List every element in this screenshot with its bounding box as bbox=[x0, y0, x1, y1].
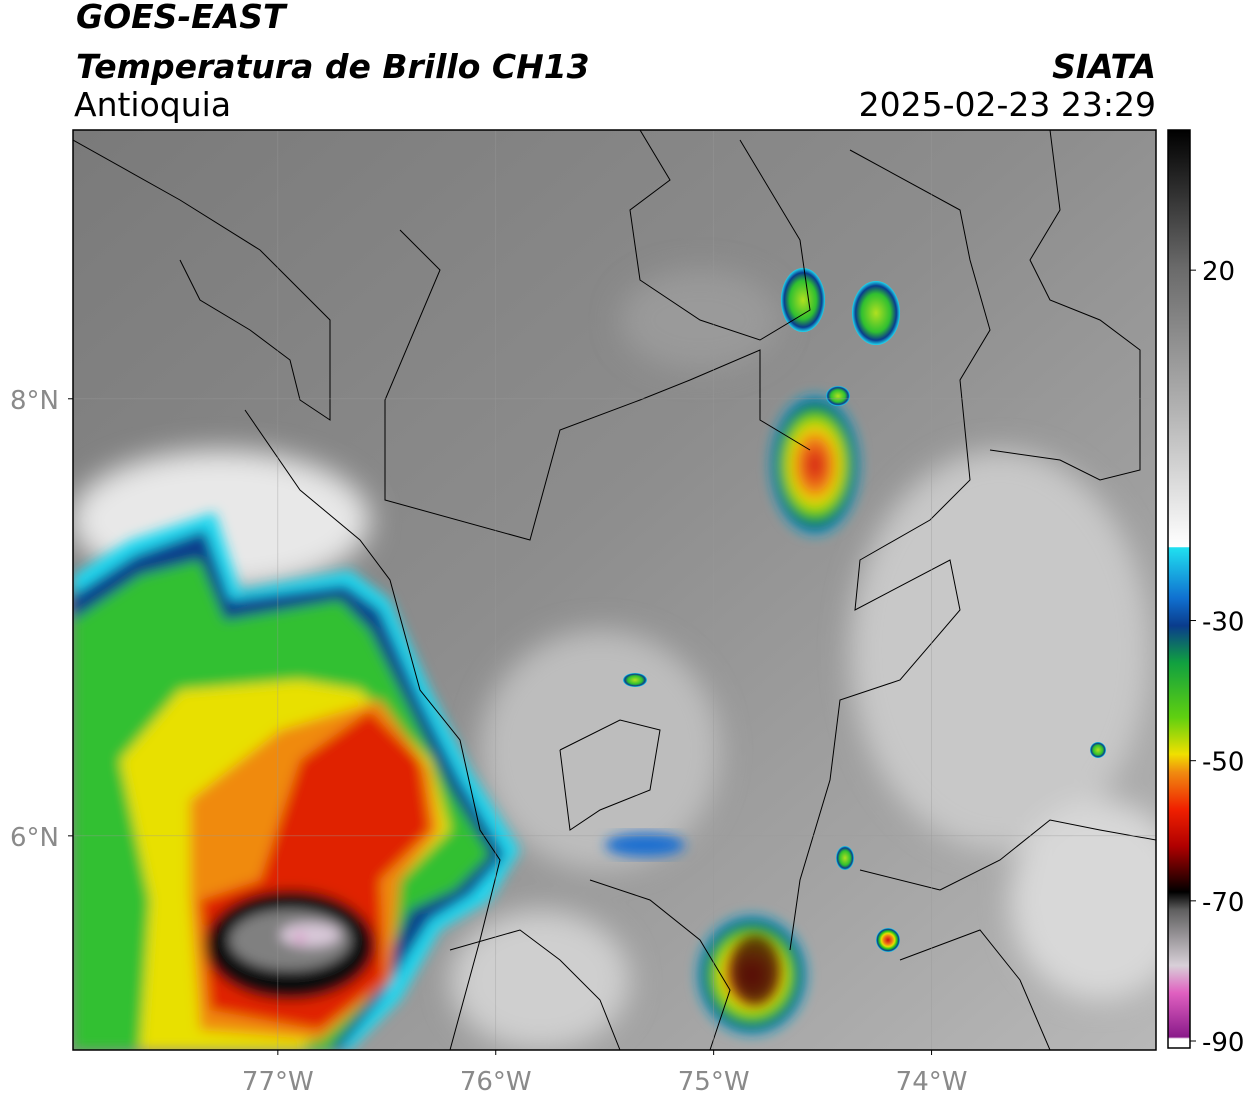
colorbar-tick-label: -50 bbox=[1202, 748, 1244, 778]
y-tick-label: 8°N bbox=[10, 386, 59, 416]
x-tick-label: 76°W bbox=[460, 1067, 532, 1097]
x-tick-label: 75°W bbox=[678, 1067, 750, 1097]
datetime: 2025-02-23 23:29 bbox=[859, 85, 1156, 124]
grid bbox=[73, 130, 1156, 1050]
colorbar-tick-label: -70 bbox=[1202, 888, 1244, 918]
title: GOES-EAST bbox=[76, 0, 288, 36]
colorbar-tick-label: -90 bbox=[1202, 1028, 1244, 1058]
map-frame bbox=[72, 129, 1157, 1051]
satellite-image bbox=[73, 130, 1156, 1050]
y-tick-label: 6°N bbox=[10, 823, 59, 853]
x-tick-label: 74°W bbox=[896, 1067, 968, 1097]
x-tick-label: 77°W bbox=[242, 1067, 314, 1097]
source: SIATA bbox=[1052, 47, 1156, 86]
axis-labels: 77°W 76°W 75°W 74°W 6°N 8°N 20 -30 -50 -70 -90 bbox=[10, 257, 1244, 1097]
subtitle: Temperatura de Brillo CH13 bbox=[76, 47, 590, 86]
colorbar-tick-label: -30 bbox=[1202, 608, 1244, 638]
region: Antioquia bbox=[74, 85, 231, 124]
colorbar bbox=[1167, 129, 1191, 1049]
colorbar-tick-label: 20 bbox=[1202, 257, 1235, 287]
